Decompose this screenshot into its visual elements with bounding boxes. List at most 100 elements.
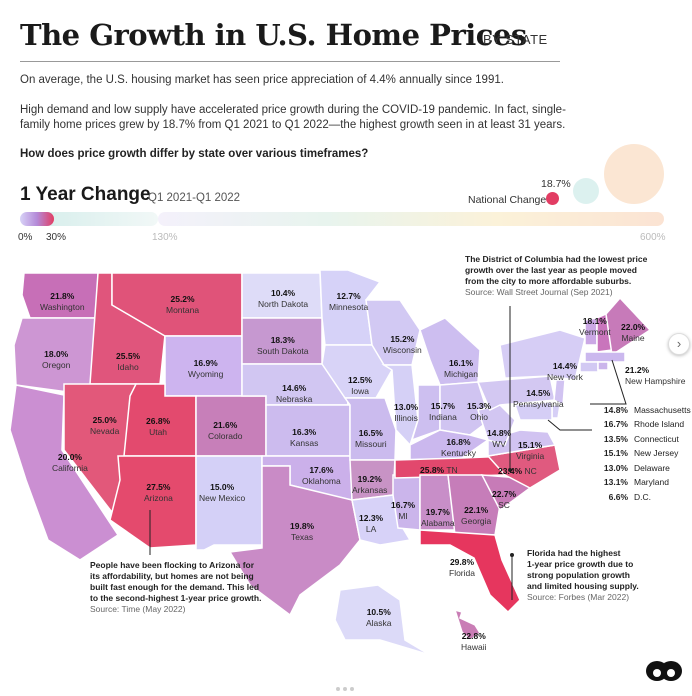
state-IN [410, 384, 441, 442]
label-MI: 16.1% Michigan [444, 358, 479, 379]
label-MN: 12.7% Minnesota [329, 291, 369, 312]
side-state-de: 13.0% Delaware [603, 463, 670, 473]
state-MA [584, 351, 626, 363]
title-divider [20, 61, 560, 62]
label-ND: 10.4% North Dakota [258, 288, 309, 309]
label-AR: 19.2% Arkansas [352, 474, 388, 495]
state-OH [439, 381, 491, 436]
side-state-md: 13.1% Maryland [603, 477, 669, 487]
label-VT: 18.1% Vermont [579, 316, 611, 337]
scale-bar-30 [20, 212, 54, 226]
label-MS: 16.7% MI [391, 500, 416, 521]
label-PA: 14.5% Pennsylvania [513, 388, 564, 409]
state-TX [228, 465, 361, 617]
label-MO: 16.5% Missouri [355, 428, 387, 449]
scale-label-600: 600% [640, 232, 666, 243]
fl-pointer-dot [510, 553, 514, 557]
scale-circle-130 [573, 178, 599, 204]
state-HI [453, 608, 482, 641]
annotation-lines [149, 306, 627, 600]
label-IN: 15.7% Indiana [429, 401, 457, 422]
label-AK: 10.5% Alaska [366, 607, 392, 628]
dc-pointer-dot [508, 468, 512, 472]
carousel-dot[interactable] [350, 687, 354, 691]
carousel-dot[interactable] [336, 687, 340, 691]
state-NJ [553, 379, 566, 407]
side-state-nj: 15.1% New Jersey [603, 448, 679, 458]
page-title: The Growth in U.S. Home Prices [20, 18, 527, 52]
label-ME: 22.0% Maine [621, 322, 646, 343]
label-TN: 25.8% TN [420, 465, 458, 475]
change-period: Q1 2021-Q1 2022 [148, 192, 241, 204]
brand-logo-icon [646, 661, 682, 681]
carousel-dot[interactable] [343, 687, 347, 691]
label-KS: 16.3% Kansas [290, 427, 319, 448]
label-WV: 14.8% WV [487, 428, 512, 449]
label-NY: 14.4% New York [547, 361, 583, 382]
label-AL: 19.7% Alabama [421, 507, 455, 528]
intro-paragraph-2a: High demand and low supply have accelera… [20, 104, 566, 116]
note-dc: The District of Columbia had the lowest … [465, 254, 648, 297]
header: The Growth in U.S. Home Prices BY STATE [20, 18, 560, 62]
title-tag: BY STATE [483, 32, 548, 47]
state-CT [579, 361, 599, 373]
change-title: 1 Year Change [20, 184, 151, 205]
label-OH: 15.3% Ohio [467, 401, 492, 422]
label-CA: 20.0% California [52, 452, 88, 473]
label-CO: 21.6% Colorado [208, 420, 243, 441]
label-VA: 15.1% Virginia [516, 440, 545, 461]
scale-circle-600 [604, 144, 664, 204]
label-AZ: 27.5% Arizona [144, 482, 173, 503]
chevron-right-icon: › [676, 336, 682, 351]
label-OK: 17.6% Oklahoma [302, 465, 341, 486]
state-MD [513, 401, 553, 421]
label-SD: 18.3% South Dakota [257, 335, 309, 356]
state-NY [499, 329, 586, 381]
ne-line [590, 359, 627, 405]
label-GA: 22.1% Georgia [461, 505, 492, 526]
label-NH: 21.2% New Hampshire [625, 365, 686, 386]
note-fl: Florida had the highest 1-year price grow… [527, 548, 639, 602]
scale-label-130: 130% [152, 232, 178, 243]
label-HI: 22.8% Hawaii [461, 631, 487, 652]
note-az: People have been flocking to Arizona for… [90, 560, 262, 614]
scale-label-30: 30% [46, 232, 67, 243]
side-state-ri: 16.7% Rhode Island [603, 419, 685, 429]
label-LA: 12.3% LA [359, 513, 384, 534]
label-TX: 19.8% Texas [290, 521, 315, 542]
state-GA [447, 474, 501, 536]
scale-bar-130 [32, 212, 158, 226]
label-ID: 25.5% Idaho [116, 351, 141, 372]
label-NM: 15.0% New Mexico [199, 482, 246, 503]
label-SC: 22.7% SC [492, 489, 517, 510]
side-state-ct: 13.5% Connecticut [603, 434, 679, 444]
question-text: How does price growth differ by state ov… [20, 148, 369, 160]
label-MT: 25.2% Montana [166, 294, 200, 315]
side-state-dc: 6.6% D.C. [608, 492, 651, 502]
state-AK [334, 584, 431, 656]
dc-side-line [547, 419, 592, 431]
state-ME [605, 296, 652, 357]
label-NC: 23.4% NC [498, 466, 537, 476]
side-state-ma: 14.8% Massachusetts [603, 405, 691, 415]
carousel-dots [336, 678, 357, 696]
intro-paragraph-1: On average, the U.S. housing market has … [20, 74, 504, 86]
label-IL: 13.0% Illinois [394, 402, 419, 423]
label-WI: 15.2% Wisconsin [383, 334, 422, 355]
label-UT: 26.8% Utah [146, 416, 171, 437]
national-value: 18.7% [541, 178, 571, 190]
label-OR: 18.0% Oregon [42, 349, 71, 370]
label-WA: 21.8% Washington [40, 291, 85, 312]
scale-bar-600 [158, 212, 664, 226]
us-map [9, 269, 652, 656]
intro-paragraph-2b: family home prices grew by 18.7% from Q1… [20, 119, 566, 131]
scale-label-min: 0% [18, 232, 33, 243]
label-KY: 16.8% Kentucky [441, 437, 476, 458]
state-FL [419, 529, 521, 614]
national-label: National Change [468, 194, 547, 206]
next-slide-button[interactable]: › [668, 333, 690, 355]
label-WY: 16.9% Wyoming [188, 358, 224, 379]
state-RI [597, 361, 609, 371]
state-OR [13, 317, 99, 396]
national-change-dot [546, 192, 559, 205]
